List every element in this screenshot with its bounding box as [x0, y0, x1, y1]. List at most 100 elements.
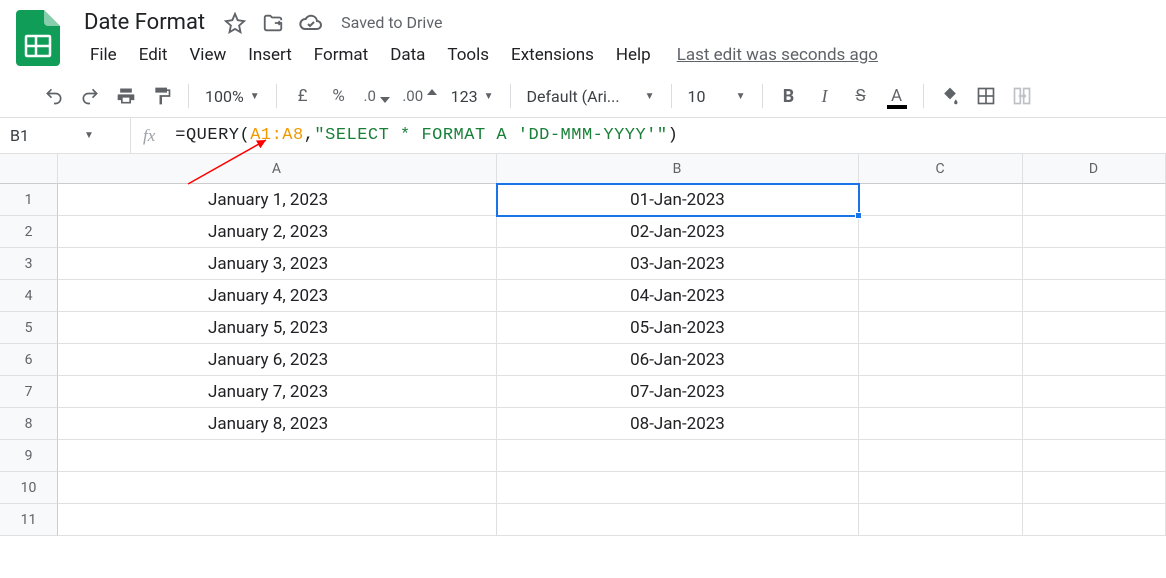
cell[interactable] [859, 216, 1023, 248]
font-size-dropdown[interactable]: 10▼ [682, 87, 752, 106]
currency-button[interactable]: £ [287, 81, 319, 111]
paint-format-icon[interactable] [146, 81, 178, 111]
undo-icon[interactable] [38, 81, 70, 111]
cell[interactable] [58, 504, 497, 536]
text-color-button[interactable]: A [881, 81, 913, 111]
row-header[interactable]: 4 [0, 280, 58, 312]
star-icon[interactable] [223, 11, 247, 35]
cell[interactable] [497, 504, 859, 536]
cell[interactable]: 03-Jan-2023 [497, 248, 859, 280]
cell[interactable] [859, 376, 1023, 408]
selection-handle[interactable] [855, 212, 862, 219]
document-title[interactable]: Date Format [80, 8, 209, 37]
column-header[interactable]: B [497, 154, 859, 184]
cell[interactable] [859, 312, 1023, 344]
cell[interactable] [859, 280, 1023, 312]
select-all-corner[interactable] [0, 154, 58, 184]
cell[interactable]: 05-Jan-2023 [497, 312, 859, 344]
cell[interactable]: 02-Jan-2023 [497, 216, 859, 248]
cell[interactable] [497, 472, 859, 504]
row-header[interactable]: 9 [0, 440, 58, 472]
menu-format[interactable]: Format [304, 41, 378, 69]
cell[interactable]: January 6, 2023 [58, 344, 497, 376]
fill-color-button[interactable] [934, 81, 966, 111]
menu-help[interactable]: Help [606, 41, 661, 69]
cell[interactable]: January 3, 2023 [58, 248, 497, 280]
strikethrough-button[interactable]: S [845, 81, 877, 111]
italic-button[interactable]: I [809, 81, 841, 111]
menu-file[interactable]: File [80, 41, 127, 69]
column-header[interactable]: A [58, 154, 497, 184]
cell[interactable] [859, 344, 1023, 376]
cell[interactable] [1023, 408, 1166, 440]
last-edit-link[interactable]: Last edit was seconds ago [677, 45, 878, 65]
row-header[interactable]: 8 [0, 408, 58, 440]
menu-extensions[interactable]: Extensions [501, 41, 604, 69]
row-header[interactable]: 10 [0, 472, 58, 504]
table-row: January 2, 202302-Jan-2023 [58, 216, 1166, 248]
cell[interactable] [1023, 376, 1166, 408]
font-family-dropdown[interactable]: Default (Ari...▼ [521, 87, 661, 106]
cell[interactable] [859, 248, 1023, 280]
cell[interactable] [1023, 184, 1166, 216]
cell[interactable] [859, 504, 1023, 536]
cell[interactable] [1023, 248, 1166, 280]
sheets-logo-icon[interactable] [8, 8, 68, 68]
cell[interactable]: 04-Jan-2023 [497, 280, 859, 312]
cell[interactable] [58, 440, 497, 472]
row-header[interactable]: 11 [0, 504, 58, 536]
cell[interactable]: 08-Jan-2023 [497, 408, 859, 440]
more-formats-dropdown[interactable]: 123▼ [445, 87, 500, 106]
decrease-decimal-button[interactable]: .0 [359, 81, 395, 111]
column-header[interactable]: C [859, 154, 1023, 184]
cell[interactable]: 06-Jan-2023 [497, 344, 859, 376]
cell[interactable] [58, 472, 497, 504]
cell[interactable]: January 7, 2023 [58, 376, 497, 408]
cell[interactable] [497, 440, 859, 472]
cell[interactable] [1023, 312, 1166, 344]
cell[interactable]: January 8, 2023 [58, 408, 497, 440]
move-icon[interactable] [261, 11, 285, 35]
row-header[interactable]: 6 [0, 344, 58, 376]
name-box[interactable]: B1 ▼ [0, 126, 130, 145]
chevron-down-icon: ▼ [736, 91, 746, 102]
cell[interactable] [1023, 216, 1166, 248]
borders-button[interactable] [970, 81, 1002, 111]
cell[interactable]: January 2, 2023 [58, 216, 497, 248]
cell[interactable]: 01-Jan-2023 [497, 184, 859, 216]
row-header[interactable]: 7 [0, 376, 58, 408]
column-header[interactable]: D [1023, 154, 1166, 184]
print-icon[interactable] [110, 81, 142, 111]
zoom-dropdown[interactable]: 100%▼ [199, 87, 266, 106]
row-header[interactable]: 5 [0, 312, 58, 344]
cell[interactable] [859, 408, 1023, 440]
formula-input[interactable]: =QUERY(A1:A8,"SELECT * FORMAT A 'DD-MMM-… [175, 126, 678, 145]
cloud-saved-icon[interactable] [299, 11, 323, 35]
menu-tools[interactable]: Tools [437, 41, 499, 69]
formula-comma: , [304, 126, 315, 145]
menu-insert[interactable]: Insert [238, 41, 302, 69]
cell[interactable] [859, 472, 1023, 504]
cell[interactable]: January 5, 2023 [58, 312, 497, 344]
row-header[interactable]: 2 [0, 216, 58, 248]
cell[interactable]: January 1, 2023 [58, 184, 497, 216]
cell[interactable] [1023, 280, 1166, 312]
cell[interactable]: January 4, 2023 [58, 280, 497, 312]
cell[interactable]: 07-Jan-2023 [497, 376, 859, 408]
row-header[interactable]: 3 [0, 248, 58, 280]
percent-button[interactable]: % [323, 81, 355, 111]
increase-decimal-button[interactable]: .00 [399, 81, 441, 111]
merge-cells-button[interactable] [1006, 81, 1038, 111]
menu-edit[interactable]: Edit [129, 41, 178, 69]
cell[interactable] [859, 440, 1023, 472]
redo-icon[interactable] [74, 81, 106, 111]
cell[interactable] [859, 184, 1023, 216]
menu-view[interactable]: View [179, 41, 236, 69]
cell[interactable] [1023, 504, 1166, 536]
cell[interactable] [1023, 472, 1166, 504]
bold-button[interactable]: B [773, 81, 805, 111]
menu-data[interactable]: Data [380, 41, 435, 69]
cell[interactable] [1023, 344, 1166, 376]
row-header[interactable]: 1 [0, 184, 58, 216]
cell[interactable] [1023, 440, 1166, 472]
